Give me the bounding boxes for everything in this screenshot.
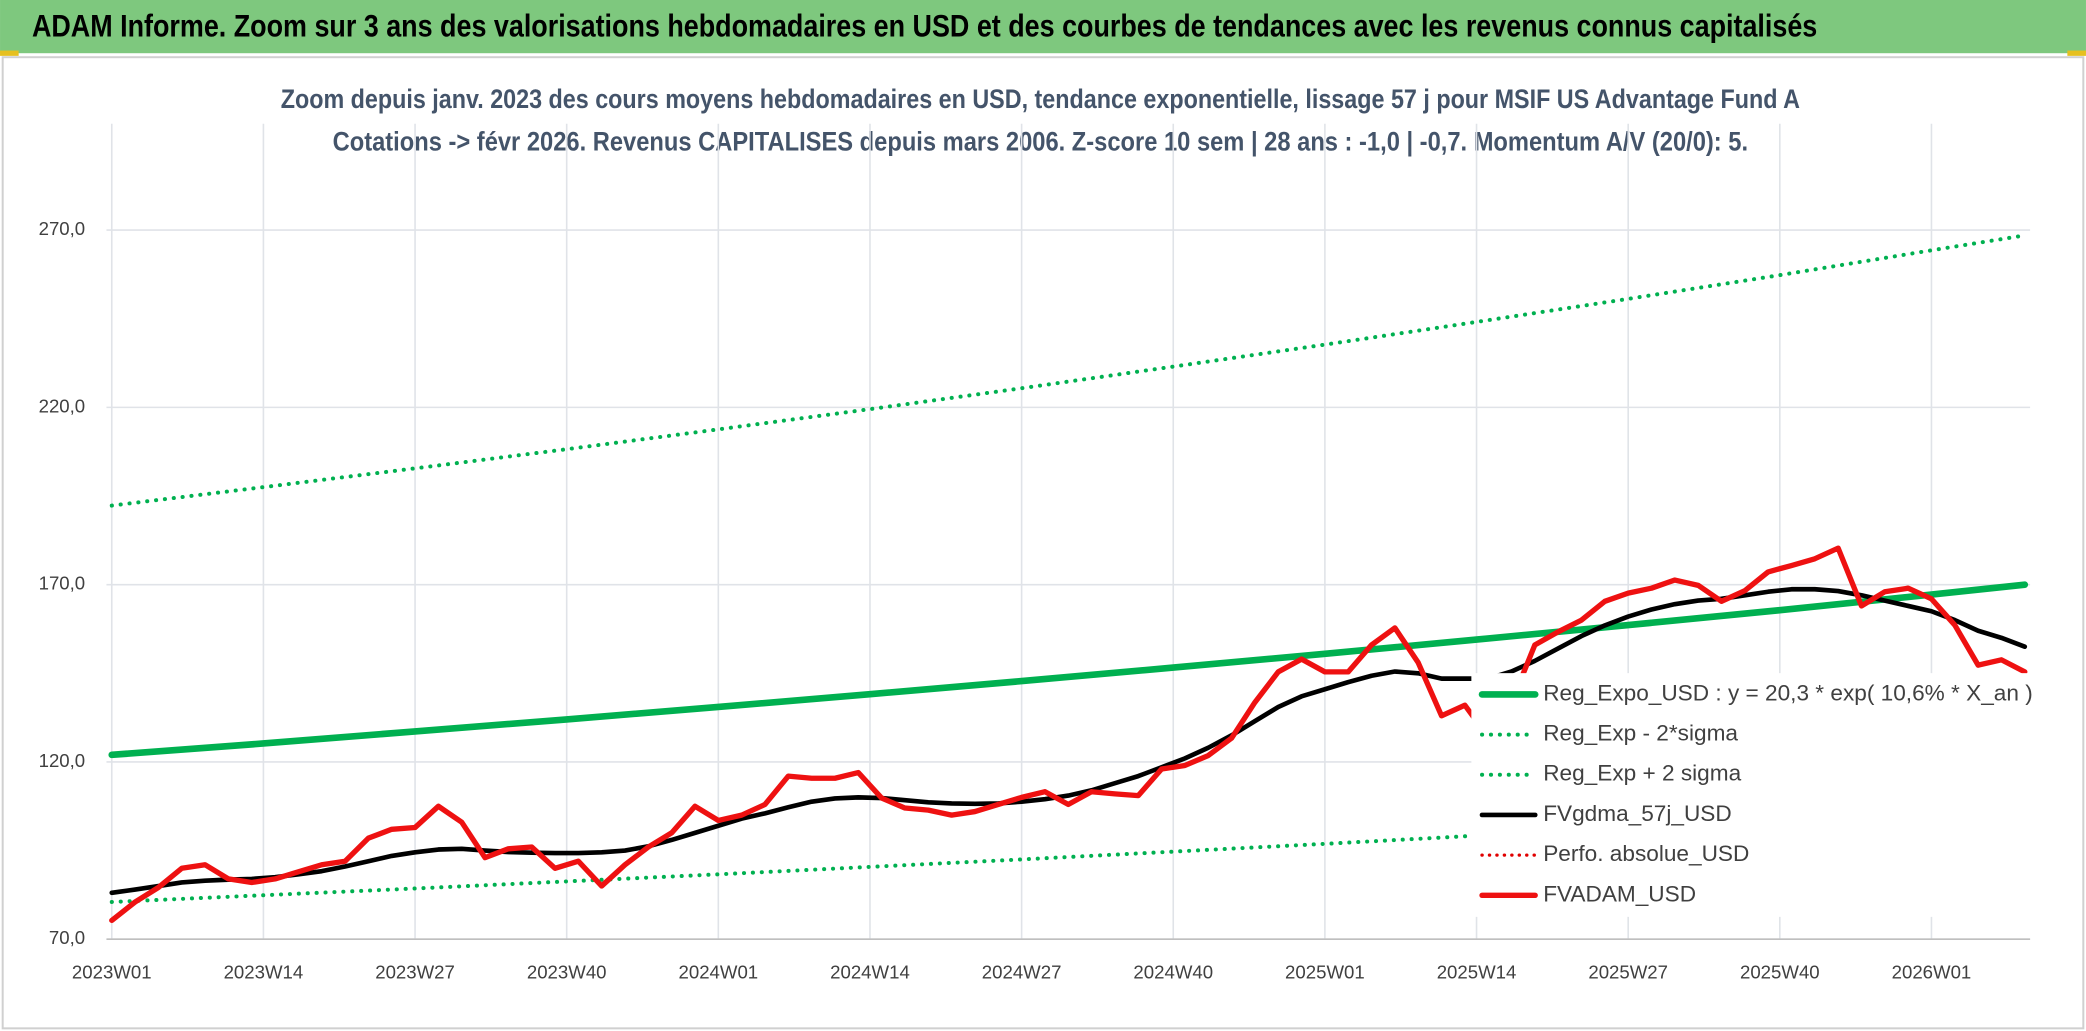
series-line <box>109 545 2028 924</box>
x-tick-label: 2023W14 <box>224 962 304 983</box>
chart-subtitle: Cotations -> févr 2026. Revenus CAPITALI… <box>333 127 1748 157</box>
x-tick-label: 2024W01 <box>679 962 759 983</box>
y-tick-label: 270,0 <box>39 218 86 239</box>
legend-label: Reg_Expo_USD : y = 20,3 * exp( 10,6% * X… <box>1543 680 2033 705</box>
x-tick-label: 2023W40 <box>527 962 607 983</box>
y-tick-label: 170,0 <box>39 573 86 594</box>
header-accent <box>0 50 19 56</box>
legend-label: Reg_Exp - 2*sigma <box>1543 721 1738 746</box>
y-tick-label: 120,0 <box>39 750 86 771</box>
x-tick-label: 2024W14 <box>830 962 910 983</box>
x-tick-label: 2024W27 <box>982 962 1062 983</box>
series-line <box>109 802 2027 904</box>
x-tick-label: 2025W27 <box>1588 962 1668 983</box>
legend-label: FVADAM_USD <box>1543 881 1696 906</box>
x-tick-label: 2024W40 <box>1133 962 1213 983</box>
legend-box <box>1471 673 2036 917</box>
x-tick-label: 2025W40 <box>1740 962 1820 983</box>
header-bar <box>0 0 2086 54</box>
x-tick-label: 2025W14 <box>1437 962 1517 983</box>
x-tick-label: 2023W27 <box>375 962 455 983</box>
chart-border <box>1 56 2085 1030</box>
y-tick-label: 220,0 <box>39 395 86 416</box>
series-line <box>109 233 2027 508</box>
header-accent <box>2067 50 2086 56</box>
legend-label: FVgdma_57j_USD <box>1543 801 1732 826</box>
series-line <box>108 581 2029 759</box>
series-line <box>109 586 2028 896</box>
header-title: ADAM Informe. Zoom sur 3 ans des valoris… <box>32 7 1817 43</box>
chart-title: Zoom depuis janv. 2023 des cours moyens … <box>281 84 1800 114</box>
y-tick-label: 70,0 <box>49 927 85 948</box>
x-tick-label: 2023W01 <box>72 962 152 983</box>
legend-label: Reg_Exp + 2 sigma <box>1543 761 1741 786</box>
x-tick-label: 2025W01 <box>1285 962 1365 983</box>
plot-area: 70,0 120,0 170,0 220,0 270,0 2023W01 2023W14 20… <box>39 123 2036 983</box>
x-tick-label: 2026W01 <box>1892 962 1972 983</box>
legend-label: Perfo. absolue_USD <box>1543 841 1749 866</box>
